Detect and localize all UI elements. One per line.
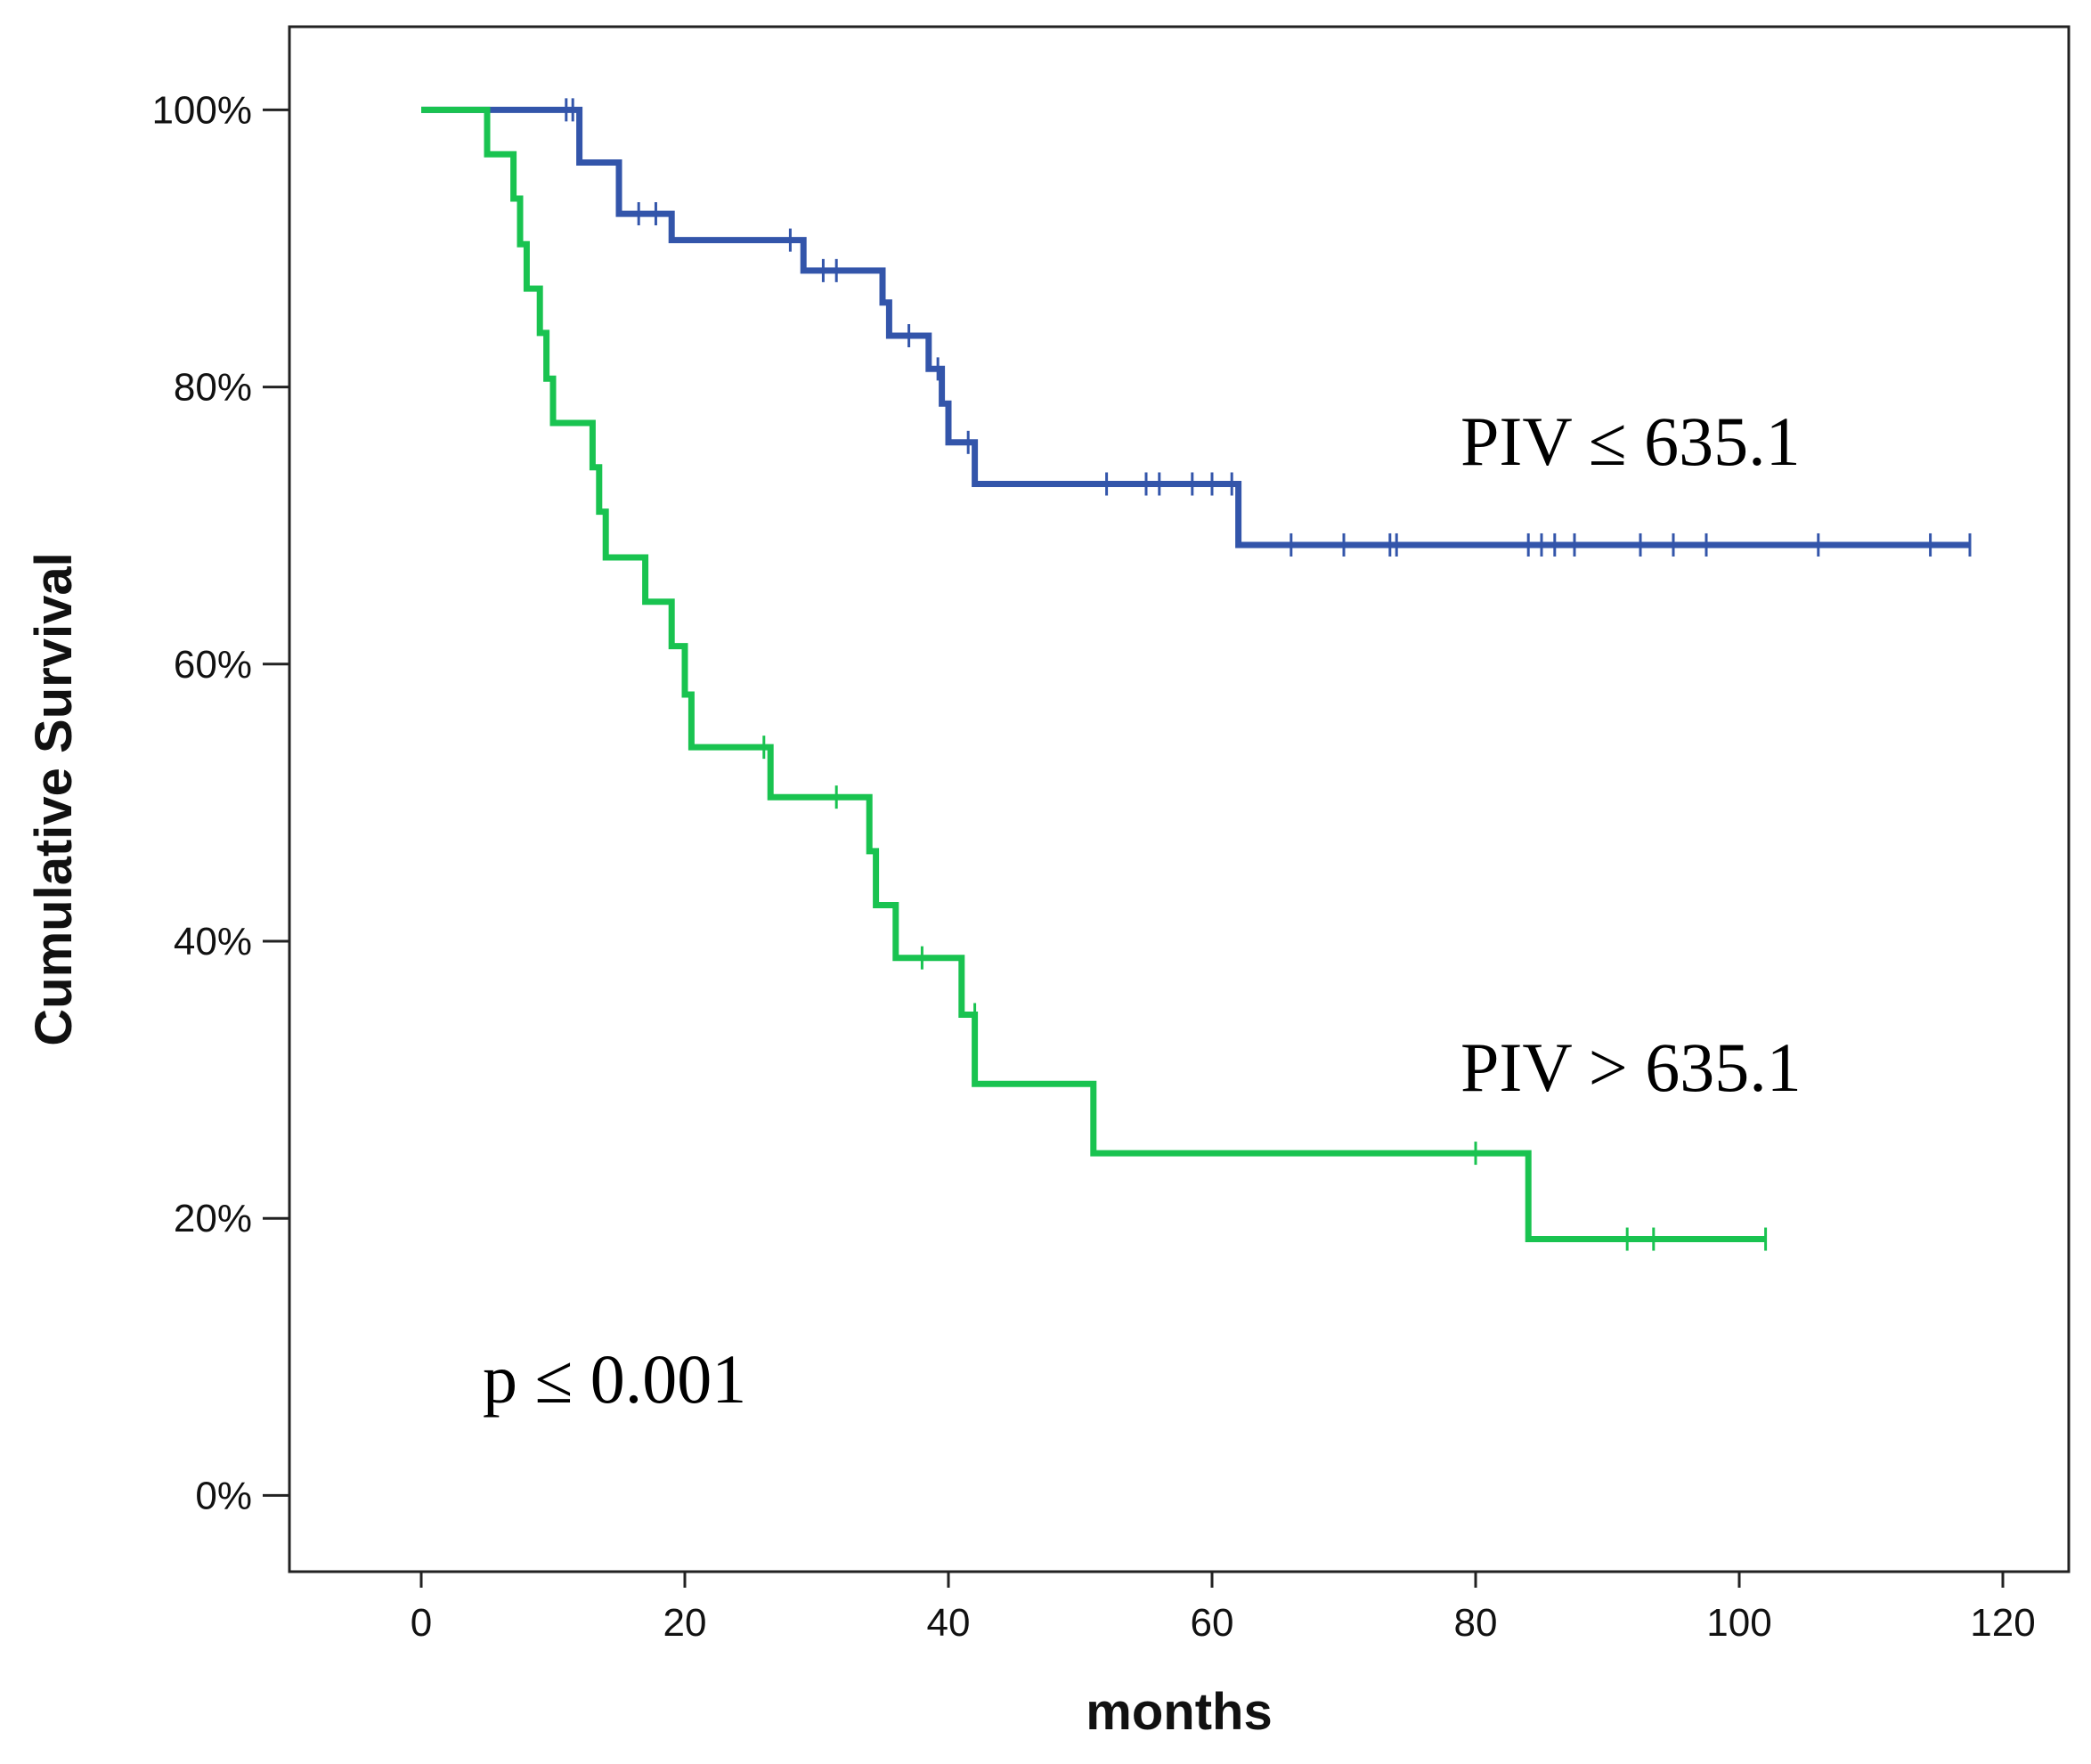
- x-tick-label: 80: [1454, 1601, 1498, 1645]
- x-tick-label: 40: [927, 1601, 971, 1645]
- y-axis-title: Cumulative Survival: [25, 552, 83, 1045]
- x-tick-label: 100: [1706, 1601, 1771, 1645]
- survival-line-0: [421, 106, 1970, 549]
- x-tick-label: 20: [663, 1601, 707, 1645]
- y-tick-label: 100%: [151, 88, 252, 132]
- x-axis: 0 20 40 60 80 100 120: [411, 1572, 2036, 1645]
- x-tick-label: 120: [1970, 1601, 2035, 1645]
- y-tick-label: 0%: [195, 1474, 252, 1517]
- annotation-p-value: p ≤ 0.001: [483, 1340, 746, 1418]
- y-tick-label: 40%: [174, 920, 252, 963]
- survival-line-1: [421, 106, 1766, 1242]
- y-tick-label: 20%: [174, 1197, 252, 1240]
- y-tick-label: 80%: [174, 366, 252, 410]
- annotation-piv-low: PIV ≤ 635.1: [1460, 402, 1801, 480]
- series-1: [421, 106, 1768, 1251]
- x-tick-label: 60: [1191, 1601, 1234, 1645]
- plot-frame: [288, 25, 2071, 1573]
- x-tick-label: 0: [411, 1601, 432, 1645]
- series-0: [421, 98, 1972, 557]
- x-axis-title: months: [1086, 1683, 1272, 1741]
- y-tick-label: 60%: [174, 643, 252, 687]
- series-layer: [421, 98, 1972, 1251]
- annotation-piv-high: PIV > 635.1: [1460, 1028, 1802, 1106]
- y-axis: 0% 20% 40% 60% 80% 100%: [151, 88, 289, 1517]
